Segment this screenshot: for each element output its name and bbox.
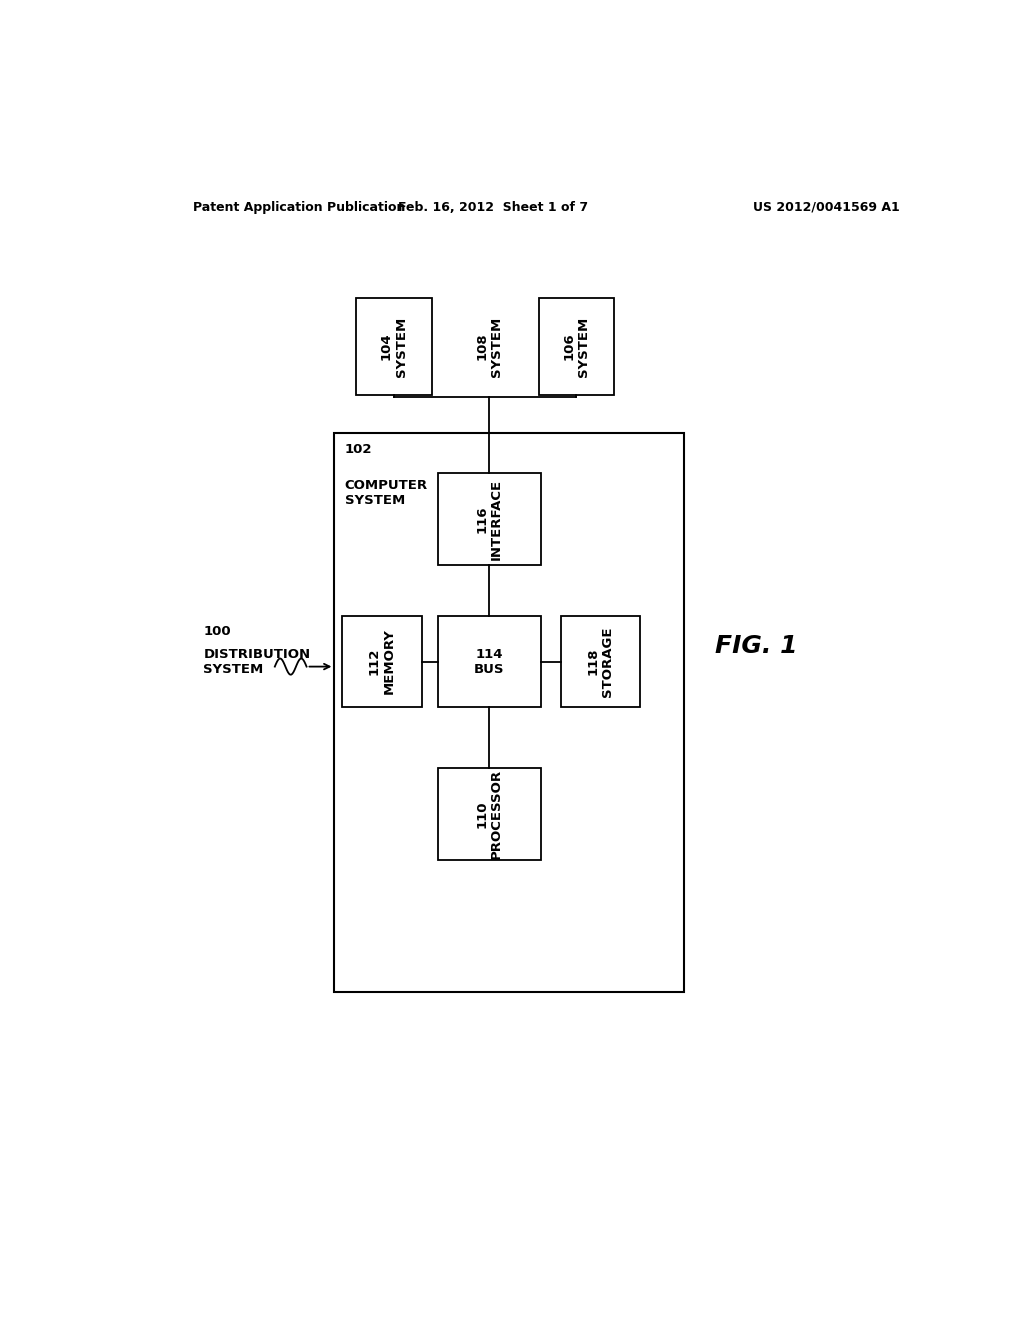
Text: Feb. 16, 2012  Sheet 1 of 7: Feb. 16, 2012 Sheet 1 of 7: [398, 201, 588, 214]
Text: 110
PROCESSOR: 110 PROCESSOR: [475, 770, 503, 859]
Text: COMPUTER
SYSTEM: COMPUTER SYSTEM: [345, 479, 428, 507]
Text: 114
BUS: 114 BUS: [474, 648, 505, 676]
Bar: [560, 615, 640, 708]
Text: 112
MEMORY: 112 MEMORY: [368, 628, 396, 694]
Bar: [356, 298, 431, 395]
Bar: [539, 298, 614, 395]
Text: DISTRIBUTION
SYSTEM: DISTRIBUTION SYSTEM: [204, 648, 310, 676]
Bar: [437, 615, 541, 708]
Bar: [342, 615, 422, 708]
Text: 104
SYSTEM: 104 SYSTEM: [380, 317, 408, 376]
Text: 118
STORAGE: 118 STORAGE: [586, 626, 614, 697]
Bar: [437, 768, 541, 859]
Text: 116
INTERFACE: 116 INTERFACE: [475, 479, 503, 560]
Text: 106
SYSTEM: 106 SYSTEM: [562, 317, 591, 376]
Text: Patent Application Publication: Patent Application Publication: [194, 201, 406, 214]
Bar: [437, 474, 541, 565]
Text: 108
SYSTEM: 108 SYSTEM: [475, 317, 503, 376]
Text: 100: 100: [204, 624, 231, 638]
Bar: [334, 433, 684, 991]
Text: FIG. 1: FIG. 1: [715, 635, 798, 659]
Text: US 2012/0041569 A1: US 2012/0041569 A1: [753, 201, 900, 214]
Text: 102: 102: [345, 444, 372, 455]
